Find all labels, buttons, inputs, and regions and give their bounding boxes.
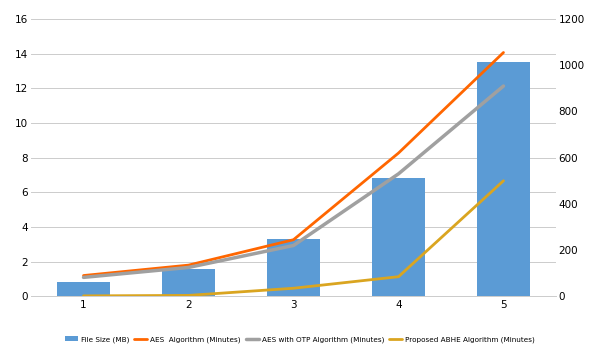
Bar bbox=[57, 282, 110, 296]
AES  Algorithm (Minutes) bbox=[80, 273, 87, 278]
AES with OTP Algorithm (Minutes) bbox=[185, 265, 192, 270]
Bar bbox=[372, 178, 425, 296]
Line: AES  Algorithm (Minutes): AES Algorithm (Minutes) bbox=[83, 52, 503, 275]
Proposed ABHE Algorithm (Minutes) bbox=[290, 286, 297, 290]
Proposed ABHE Algorithm (Minutes) bbox=[185, 293, 192, 298]
AES with OTP Algorithm (Minutes) bbox=[500, 84, 507, 88]
AES with OTP Algorithm (Minutes) bbox=[290, 243, 297, 247]
AES with OTP Algorithm (Minutes) bbox=[395, 172, 402, 176]
Proposed ABHE Algorithm (Minutes) bbox=[395, 275, 402, 279]
Bar bbox=[477, 62, 530, 296]
Line: Proposed ABHE Algorithm (Minutes): Proposed ABHE Algorithm (Minutes) bbox=[83, 181, 503, 296]
Line: AES with OTP Algorithm (Minutes): AES with OTP Algorithm (Minutes) bbox=[83, 86, 503, 278]
AES  Algorithm (Minutes) bbox=[500, 50, 507, 55]
Proposed ABHE Algorithm (Minutes) bbox=[500, 179, 507, 183]
AES  Algorithm (Minutes) bbox=[290, 238, 297, 242]
Bar bbox=[267, 239, 320, 296]
Legend: File Size (MB), AES  Algorithm (Minutes), AES with OTP Algorithm (Minutes), Prop: File Size (MB), AES Algorithm (Minutes),… bbox=[65, 336, 535, 343]
AES  Algorithm (Minutes) bbox=[185, 263, 192, 267]
Proposed ABHE Algorithm (Minutes) bbox=[80, 294, 87, 298]
Bar bbox=[162, 268, 215, 296]
AES  Algorithm (Minutes) bbox=[395, 151, 402, 155]
AES with OTP Algorithm (Minutes) bbox=[80, 275, 87, 280]
